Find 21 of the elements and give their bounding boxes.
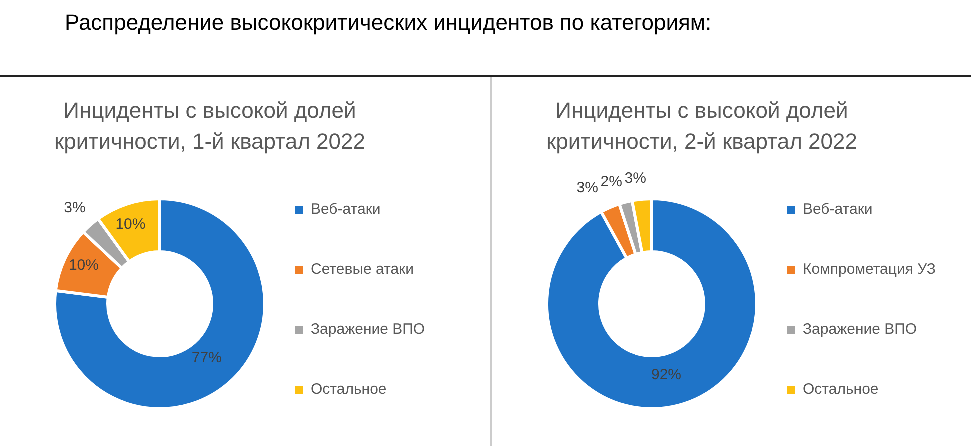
chart-title: Инциденты с высокой долей критичности, 2-й квартал 2022 <box>546 97 858 156</box>
data-label: 77% <box>192 349 222 366</box>
legend-label: Остальное <box>803 381 879 398</box>
legend-label: Заражение ВПО <box>311 321 426 338</box>
legend-label: Веб-атаки <box>803 201 873 218</box>
donut-slice <box>54 198 266 410</box>
legend-label: Компрометация УЗ <box>803 261 936 278</box>
legend-label: Веб-атаки <box>311 201 381 218</box>
data-label: 92% <box>652 366 682 384</box>
data-label: 2% <box>600 173 622 190</box>
data-label: 3% <box>64 200 86 217</box>
legend-label: Остальное <box>311 381 387 398</box>
data-label: 10% <box>116 216 146 233</box>
data-label: 3% <box>624 170 646 188</box>
legend-label: Сетевые атаки <box>311 261 414 278</box>
legend-label: Заражение ВПО <box>803 321 918 338</box>
text: Распределение высококритических инцидентов по категориям: <box>65 10 712 36</box>
donut-slice <box>546 198 758 410</box>
data-label: 10% <box>68 257 99 274</box>
chart-title: Инциденты с высокой долей критичности, 1-й квартал 2022 <box>54 97 366 156</box>
data-label: 3% <box>576 179 598 196</box>
